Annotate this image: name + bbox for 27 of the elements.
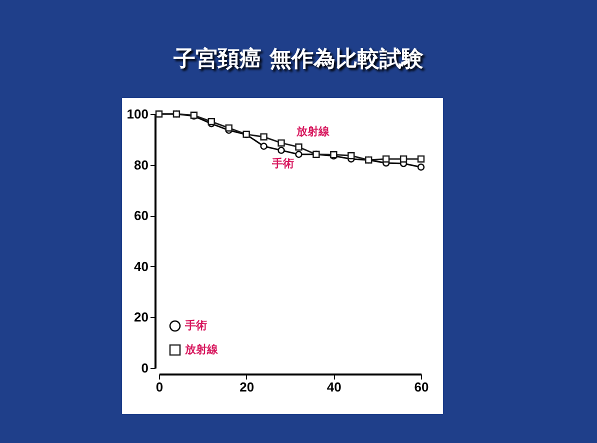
point — [225, 124, 232, 132]
annotation: 放射線 — [296, 125, 330, 138]
legend-label: 手術 — [184, 319, 207, 332]
point — [295, 143, 302, 151]
point — [260, 142, 268, 150]
point — [348, 152, 355, 160]
x-tick-label: 20 — [240, 380, 254, 394]
x-tick-label: 40 — [326, 380, 342, 394]
point — [417, 155, 425, 163]
y-tick-label: 20 — [134, 310, 148, 325]
y-tick-label: 60 — [134, 208, 148, 224]
point — [278, 139, 285, 147]
x-tick-label: 0 — [156, 380, 164, 394]
legend-label: 放射線 — [184, 343, 219, 356]
annotation: 手術 — [271, 157, 294, 170]
y-tick-label: 100 — [126, 106, 148, 122]
point — [295, 150, 302, 158]
y-tick-label: 0 — [141, 360, 148, 376]
y-tick-label: 80 — [134, 157, 148, 172]
point — [278, 146, 285, 154]
point — [400, 155, 408, 163]
y-tick-label: 40 — [134, 258, 148, 274]
point — [382, 155, 390, 163]
point — [260, 133, 268, 140]
point — [417, 163, 425, 171]
chart-title: 子宮頚癌 無作為比較試験 — [172, 46, 424, 74]
x-tick-label: 60 — [414, 380, 429, 394]
